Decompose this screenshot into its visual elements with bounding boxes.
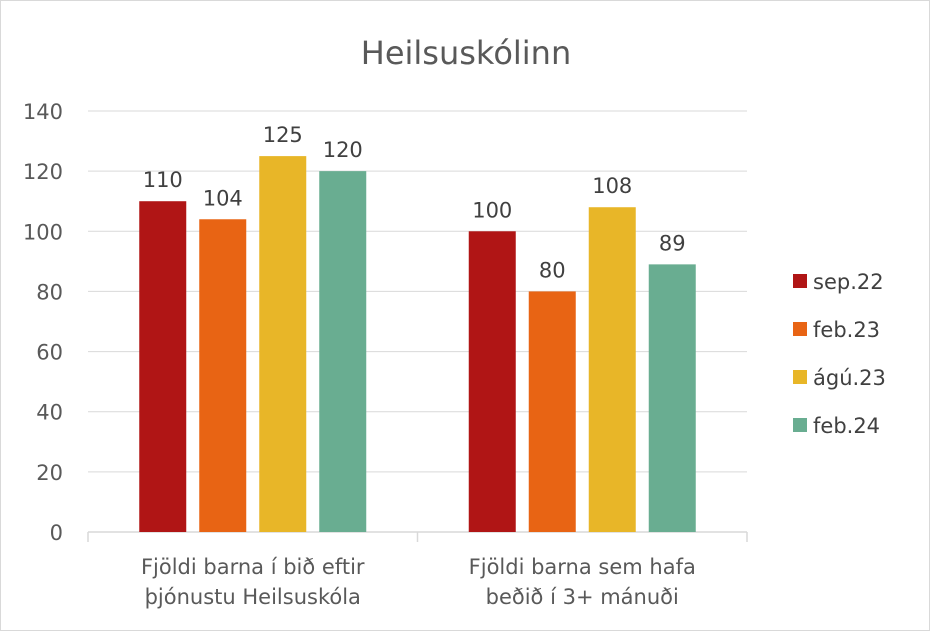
data-labels: 110 104 125 120 100 80 108 89 <box>143 123 686 282</box>
gridlines <box>88 110 747 473</box>
bar <box>468 231 516 533</box>
y-tick-label: 100 <box>23 220 63 244</box>
x-category-label: beðið í 3+ mánuði <box>486 585 679 609</box>
data-label: 108 <box>592 174 632 198</box>
legend-label: ágú.23 <box>813 366 886 390</box>
chart-title: Heilsuskólinn <box>361 34 571 72</box>
data-label: 80 <box>539 258 566 282</box>
data-label: 120 <box>323 138 363 162</box>
bar <box>648 264 696 532</box>
legend-swatch <box>793 418 807 432</box>
y-tick-label: 20 <box>36 461 63 485</box>
x-category-label: Fjöldi barna sem hafa <box>469 555 696 579</box>
bars <box>139 156 696 533</box>
data-label: 125 <box>263 123 303 147</box>
y-tick-label: 60 <box>36 341 63 365</box>
bar <box>528 291 576 532</box>
legend-swatch <box>793 370 807 384</box>
legend-label: feb.23 <box>813 318 880 342</box>
y-tick-label: 120 <box>23 160 63 184</box>
y-tick-label: 40 <box>36 401 63 425</box>
data-label: 110 <box>143 168 183 192</box>
x-category-label: Fjöldi barna í bið eftir <box>141 555 365 579</box>
bar <box>588 207 636 532</box>
bar <box>259 156 307 532</box>
axes: 0 20 40 60 80 100 120 140 Fjöldi barna í bið eft… <box>23 100 748 609</box>
y-tick-label: 0 <box>50 521 63 545</box>
y-tick-label: 80 <box>36 280 63 304</box>
legend-label: sep.22 <box>813 270 884 294</box>
data-label: 104 <box>203 186 243 210</box>
legend-swatch <box>793 274 807 288</box>
y-tick-label: 140 <box>23 100 63 124</box>
bar <box>199 219 247 532</box>
data-label: 100 <box>472 198 512 222</box>
legend-label: feb.24 <box>813 414 880 438</box>
bar <box>319 171 367 532</box>
data-label: 89 <box>659 231 686 255</box>
x-category-label: þjónustu Heilsuskóla <box>145 585 361 609</box>
bar <box>139 201 187 532</box>
legend: sep.22 feb.23 ágú.23 feb.24 <box>793 270 886 438</box>
legend-swatch <box>793 322 807 336</box>
